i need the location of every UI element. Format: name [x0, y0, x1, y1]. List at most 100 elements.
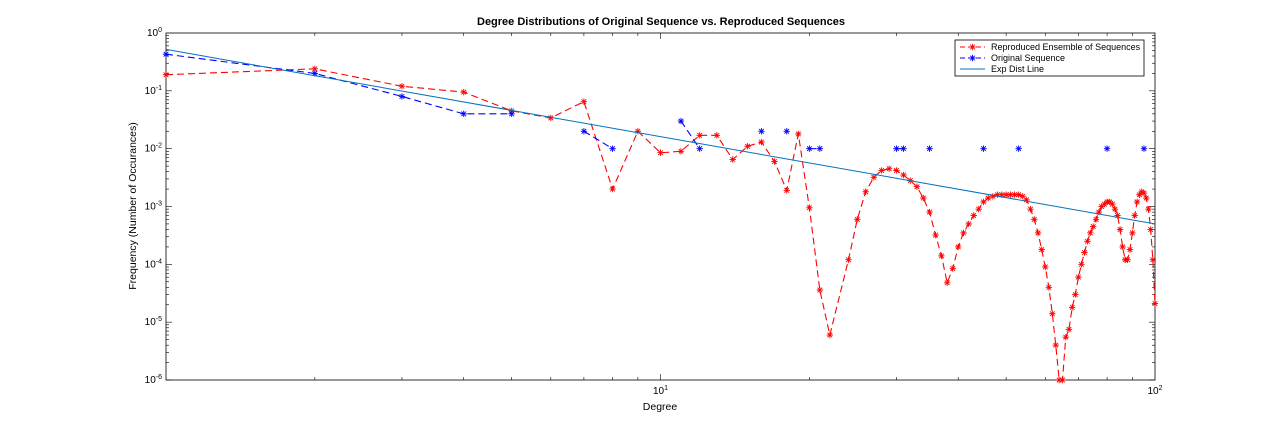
- data-point: [398, 83, 406, 90]
- data-point: [1019, 193, 1026, 200]
- data-point: [975, 205, 982, 213]
- data-point: [1081, 249, 1088, 256]
- data-point: [460, 110, 467, 118]
- y-tick-label: 10-4: [145, 258, 162, 270]
- data-point: [985, 194, 992, 202]
- data-point: [1075, 273, 1082, 281]
- plot-area: [166, 33, 1155, 380]
- data-point: [938, 252, 945, 260]
- data-point: [795, 130, 802, 138]
- data-point: [913, 183, 921, 190]
- chart-title: Degree Distributions of Original Sequenc…: [477, 16, 845, 28]
- data-point: [878, 167, 885, 174]
- data-point: [1072, 291, 1079, 298]
- data-point: [460, 88, 467, 96]
- series-0: [162, 65, 1159, 384]
- data-point: [900, 171, 907, 179]
- data-point: [893, 167, 900, 174]
- data-point: [1151, 300, 1159, 307]
- data-point: [1049, 310, 1056, 317]
- legend: Reproduced Ensemble of SequencesOriginal…: [954, 39, 1145, 77]
- data-point: [1140, 189, 1148, 197]
- data-point: [1068, 304, 1076, 311]
- data-point: [580, 98, 588, 105]
- data-point: [1027, 205, 1034, 213]
- data-point: [1116, 226, 1124, 233]
- legend-box: [954, 39, 1145, 77]
- data-point: [806, 145, 813, 152]
- data-point: [696, 145, 703, 152]
- data-point: [1078, 261, 1085, 268]
- data-point: [862, 188, 869, 195]
- data-point: [1052, 341, 1059, 349]
- data-point: [508, 110, 515, 118]
- data-point: [398, 93, 406, 100]
- data-point: [885, 165, 893, 172]
- data-point: [806, 204, 813, 211]
- x-tick-label: 101: [653, 385, 668, 397]
- data-point: [580, 128, 588, 135]
- data-point: [609, 145, 616, 152]
- data-point: [1090, 223, 1097, 230]
- data-point: [1131, 212, 1138, 219]
- data-point: [1133, 198, 1141, 206]
- data-point: [1149, 256, 1157, 263]
- data-point: [970, 212, 977, 219]
- axis-ticks: [166, 33, 1155, 381]
- data-point: [162, 71, 170, 78]
- series-2: [165, 48, 1156, 225]
- x-axis-label: Degree: [643, 401, 678, 413]
- data-point: [1119, 243, 1126, 251]
- data-point: [657, 149, 664, 156]
- data-point: [955, 243, 962, 251]
- data-point: [744, 143, 751, 150]
- data-point: [1087, 229, 1094, 237]
- data-point: [162, 50, 170, 58]
- data-point: [1109, 200, 1116, 208]
- data-point: [816, 145, 824, 152]
- data-point: [1031, 216, 1038, 223]
- legend-label: Exp Dist Line: [991, 64, 1044, 74]
- tick-labels: 100 10-1 10-2 10-3 10-4 10-5 10-6 101 102: [145, 27, 1163, 397]
- data-point: [1126, 246, 1134, 253]
- data-point: [771, 158, 778, 165]
- data-point: [1143, 194, 1150, 202]
- legend-label: Original Sequence: [991, 53, 1065, 63]
- data-point: [1059, 376, 1066, 384]
- data-point: [1045, 284, 1053, 291]
- data-point: [1042, 263, 1049, 271]
- legend-marker: [969, 54, 976, 62]
- data-point: [989, 193, 997, 200]
- data-point: [926, 145, 933, 152]
- data-point: [311, 65, 319, 73]
- data-point: [713, 132, 721, 139]
- data-point: [893, 145, 900, 152]
- data-point: [1034, 229, 1042, 237]
- y-tick-label: 100: [147, 27, 162, 39]
- data-point: [677, 148, 685, 155]
- y-tick-label: 10-3: [145, 201, 162, 213]
- data-point: [1092, 216, 1100, 223]
- data-point: [845, 256, 852, 263]
- data-point: [1062, 333, 1069, 341]
- data-point: [932, 231, 939, 239]
- data-point: [1145, 205, 1152, 213]
- data-point: [729, 156, 736, 163]
- data-point: [980, 145, 987, 152]
- series-line: [583, 130, 613, 150]
- data-point: [1124, 256, 1131, 263]
- y-axis-label: Frequency (Number of Occurances): [127, 122, 139, 289]
- y-tick-label: 10-2: [145, 143, 162, 155]
- data-point: [1129, 229, 1136, 237]
- data-point: [816, 286, 824, 294]
- y-tick-label: 10-6: [145, 374, 162, 386]
- data-point: [870, 174, 878, 181]
- data-point: [920, 194, 927, 202]
- legend-label: Reproduced Ensemble of Sequences: [991, 42, 1141, 52]
- data-point: [1011, 191, 1018, 198]
- y-tick-label: 10-5: [145, 316, 162, 328]
- data-point: [854, 216, 861, 223]
- plot-frame: [165, 32, 1156, 381]
- data-point: [826, 331, 834, 339]
- x-tick-label: 102: [1147, 385, 1162, 397]
